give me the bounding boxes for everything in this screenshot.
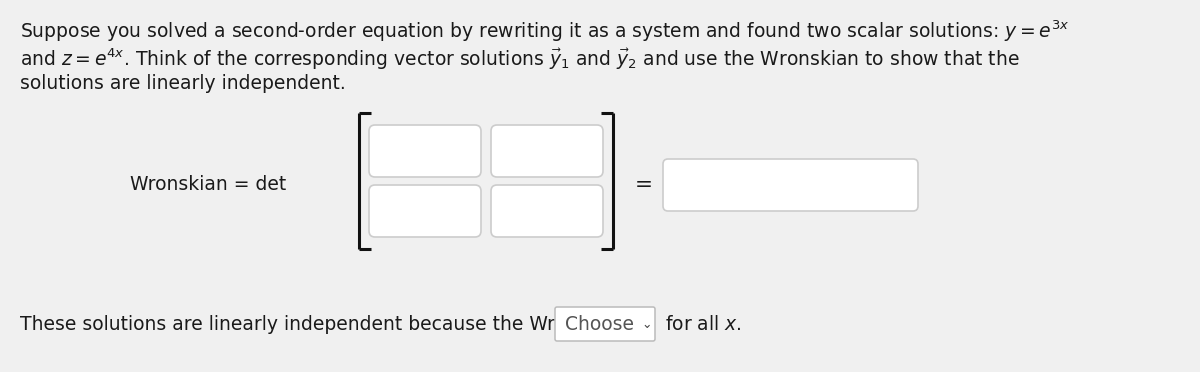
FancyBboxPatch shape [662, 159, 918, 211]
FancyBboxPatch shape [370, 125, 481, 177]
Text: for all $x$.: for all $x$. [665, 315, 742, 334]
FancyBboxPatch shape [554, 307, 655, 341]
FancyBboxPatch shape [491, 125, 604, 177]
FancyBboxPatch shape [491, 185, 604, 237]
Text: Wronskian = det: Wronskian = det [130, 176, 287, 195]
FancyBboxPatch shape [370, 185, 481, 237]
Text: Suppose you solved a second-order equation by rewriting it as a system and found: Suppose you solved a second-order equati… [20, 18, 1069, 44]
Text: ⌄: ⌄ [641, 318, 652, 331]
Text: These solutions are linearly independent because the Wronskian is: These solutions are linearly independent… [20, 315, 648, 334]
Text: Choose: Choose [565, 315, 634, 334]
Text: =: = [635, 175, 653, 195]
Text: solutions are linearly independent.: solutions are linearly independent. [20, 74, 346, 93]
Text: and $z = e^{4x}$. Think of the corresponding vector solutions $\vec{y}_1$ and $\: and $z = e^{4x}$. Think of the correspon… [20, 46, 1020, 71]
